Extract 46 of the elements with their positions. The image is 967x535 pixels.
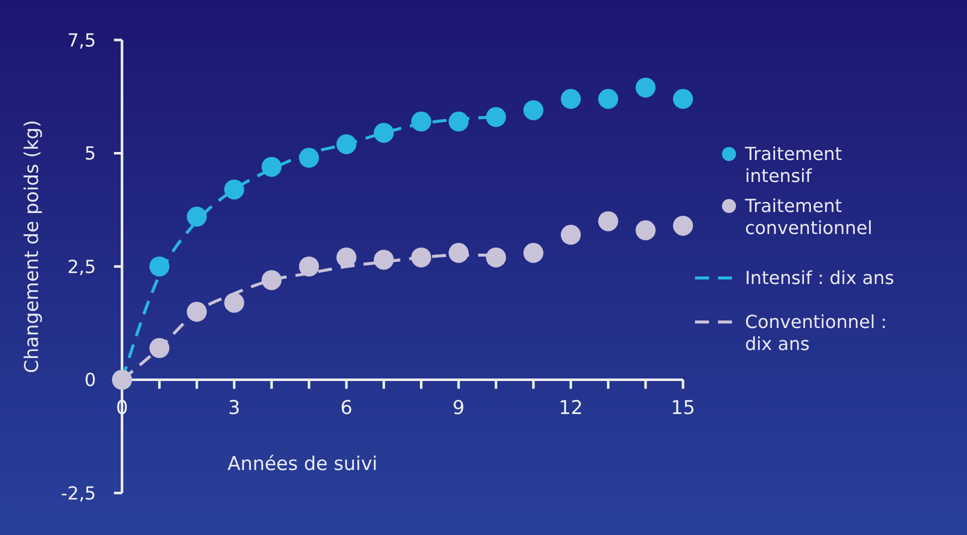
point <box>636 78 656 98</box>
point <box>636 220 656 240</box>
point <box>448 242 469 263</box>
y-tick-label: 5 <box>84 144 96 165</box>
y-axis-title: Changement de poids (kg) <box>21 120 43 374</box>
x-tick-label: 15 <box>670 396 696 419</box>
y-tick-label: 2,5 <box>67 256 96 278</box>
legend-label: Traitement intensif <box>744 144 842 187</box>
point <box>149 256 170 276</box>
point <box>299 148 319 168</box>
point <box>673 216 693 236</box>
point <box>149 338 170 358</box>
legend-label: Traitement conventionnel <box>744 196 872 239</box>
x-axis-title: Années de suivi <box>228 452 378 475</box>
point <box>299 256 319 276</box>
point <box>523 100 544 120</box>
point <box>523 242 544 263</box>
point <box>336 134 356 154</box>
point <box>598 211 618 232</box>
y-tick-label: 0 <box>84 370 96 392</box>
point <box>224 179 244 200</box>
point <box>411 247 432 268</box>
point <box>560 224 581 245</box>
x-tick-label: 12 <box>558 396 583 419</box>
point <box>262 270 282 290</box>
point <box>336 247 356 268</box>
point <box>224 292 244 313</box>
point <box>186 302 207 322</box>
point <box>448 112 469 132</box>
x-tick-label: 6 <box>340 396 352 419</box>
point <box>374 250 394 270</box>
point <box>673 88 693 109</box>
point <box>598 88 618 109</box>
x-tick-label: 3 <box>228 396 240 419</box>
point <box>374 122 394 143</box>
point <box>262 156 282 177</box>
x-tick-label: 9 <box>452 396 465 419</box>
point <box>560 88 581 109</box>
y-tick-label: 7,5 <box>67 30 96 52</box>
legend-label: Intensif : dix ans <box>745 268 894 289</box>
point <box>486 247 506 268</box>
point <box>186 206 207 227</box>
y-tick-label: -2,5 <box>60 483 96 504</box>
point <box>411 112 432 132</box>
point <box>486 107 506 128</box>
legend-label: Conventionnel : dix ans <box>745 312 887 355</box>
